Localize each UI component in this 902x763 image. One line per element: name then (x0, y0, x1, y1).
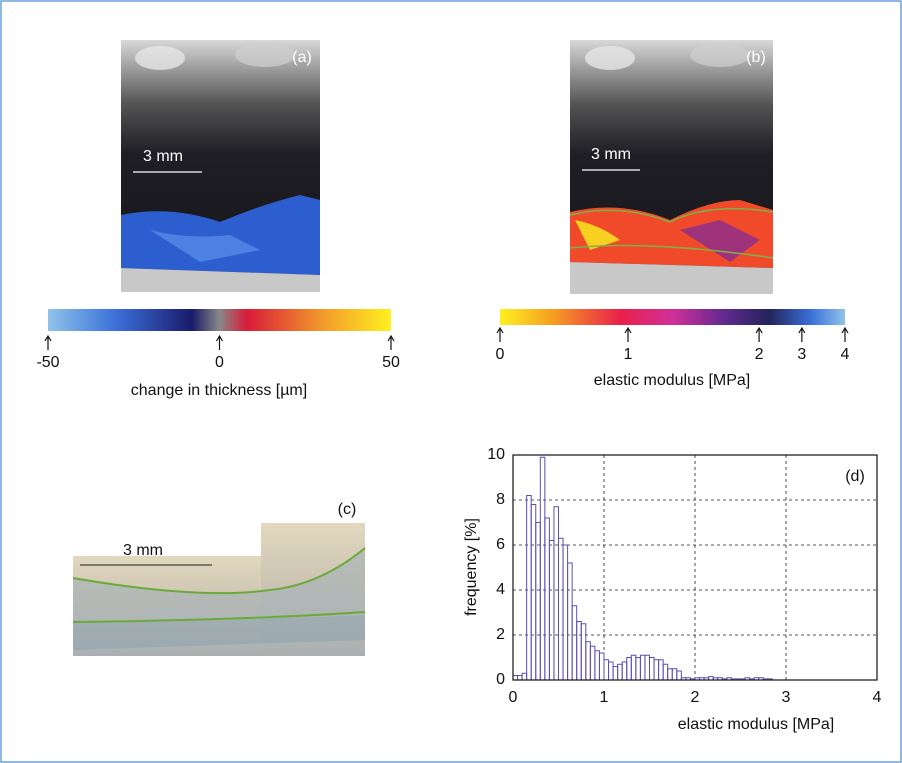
panel-label: (a) (292, 49, 312, 66)
scale-bar-label: 3 mm (143, 148, 183, 165)
bar (594, 650, 600, 681)
bar (662, 663, 669, 681)
colorbar-title: change in thickness [µm] (131, 382, 307, 399)
bar (535, 522, 541, 681)
bar (612, 666, 619, 681)
panel-label: (c) (338, 501, 357, 518)
bar (676, 670, 682, 681)
bar (658, 659, 664, 681)
colorbar-tick-label: -50 (36, 354, 59, 371)
bar (621, 661, 628, 681)
plot-frame (512, 454, 878, 681)
bar (603, 659, 610, 681)
bar (617, 663, 623, 681)
bar (562, 544, 569, 681)
bar (517, 675, 523, 681)
scale-bar-label: 3 mm (123, 542, 163, 559)
colorbar-tick-label: 4 (841, 346, 850, 363)
bar (630, 654, 637, 681)
bar (671, 668, 678, 681)
x-axis-label: elastic modulus [MPa] (678, 716, 835, 733)
scale-bar-label: 3 mm (591, 146, 631, 163)
bar (567, 562, 573, 681)
bar (598, 652, 605, 681)
bar (512, 675, 519, 681)
bar (580, 623, 587, 681)
bar (548, 540, 555, 681)
bar (530, 504, 537, 681)
x-tick-label: 0 (509, 689, 518, 706)
bar (576, 621, 582, 681)
bar (635, 657, 641, 681)
colorbar-tick-label: 3 (797, 346, 806, 363)
bar (526, 495, 532, 681)
tick-arrow (841, 326, 849, 342)
tick-arrow (44, 334, 52, 350)
x-tick-label: 1 (600, 689, 609, 706)
x-tick-label: 2 (691, 689, 700, 706)
colorbar-b (500, 309, 845, 325)
panel-a-image (121, 40, 320, 292)
bar (667, 668, 673, 681)
tick-arrow (387, 334, 395, 350)
x-tick-label: 4 (873, 689, 882, 706)
colorbar-tick-label: 2 (755, 346, 764, 363)
bar (644, 654, 651, 681)
colorbar-tick-label: 0 (496, 346, 505, 363)
y-axis-label: frequency [%] (463, 518, 480, 616)
y-tick-label: 10 (487, 446, 505, 463)
bar (571, 605, 578, 681)
panel-label: (d) (845, 468, 865, 485)
bar (639, 654, 646, 681)
colorbar-tick-label: 50 (382, 354, 400, 371)
bar (608, 661, 614, 681)
y-tick-label: 6 (496, 536, 505, 553)
colorbar-title: elastic modulus [MPa] (594, 372, 751, 389)
colorbar-tick-label: 1 (624, 346, 633, 363)
bar (539, 456, 546, 681)
bar (521, 672, 528, 681)
tick-arrow (624, 326, 632, 342)
panel-c-image (72, 523, 366, 656)
y-tick-label: 2 (496, 626, 505, 643)
bar (553, 506, 560, 681)
panel-label: (b) (746, 49, 766, 66)
x-tick-label: 3 (782, 689, 791, 706)
tick-arrow (755, 326, 763, 342)
bar (649, 657, 655, 681)
colorbar-a (48, 309, 391, 331)
y-tick-label: 0 (496, 671, 505, 688)
y-tick-label: 8 (496, 491, 505, 508)
bar (544, 517, 550, 681)
tick-arrow (215, 334, 224, 350)
panel-b-image (569, 40, 774, 294)
bar (585, 641, 591, 681)
colorbar-tick-label: 0 (215, 354, 224, 371)
bar (558, 537, 564, 681)
bar (626, 657, 632, 681)
bar (653, 659, 660, 681)
y-tick-label: 4 (496, 581, 505, 598)
tick-arrow (798, 326, 806, 342)
bar (589, 645, 596, 681)
tick-arrow (496, 326, 504, 342)
